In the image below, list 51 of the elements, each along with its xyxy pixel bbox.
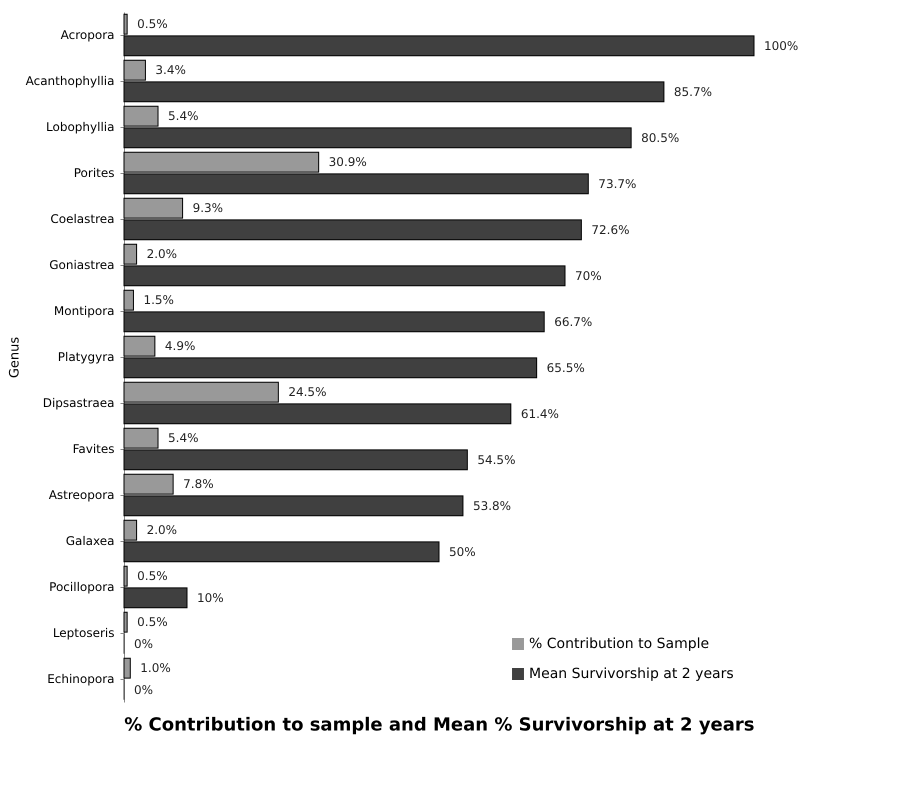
- legend-label: Mean Survivorship at 2 years: [529, 666, 734, 682]
- data-label: 66.7%: [554, 314, 592, 329]
- y-tick-label: Montipora: [54, 304, 114, 318]
- y-tick-label: Platygyra: [58, 350, 114, 364]
- data-label: 50%: [449, 544, 476, 559]
- y-tick-label: Porites: [74, 166, 114, 180]
- data-label: 73.7%: [598, 176, 636, 191]
- y-tick-label: Astreopora: [48, 488, 114, 502]
- data-label: 100%: [764, 38, 798, 53]
- data-label: 0.5%: [137, 17, 168, 32]
- data-label: 30.9%: [328, 155, 367, 170]
- data-label: 1.0%: [140, 661, 171, 676]
- data-label: 0%: [134, 682, 154, 697]
- data-label: 2.0%: [146, 247, 178, 262]
- data-label: 85.7%: [674, 84, 712, 99]
- data-label: 4.9%: [164, 339, 196, 354]
- bar: [124, 658, 131, 679]
- data-label: 72.6%: [591, 222, 630, 237]
- y-tick-label: Goniastrea: [49, 258, 114, 272]
- data-label: 7.8%: [183, 477, 214, 492]
- y-tick-label: Leptoseris: [52, 626, 114, 640]
- y-tick-label: Dipsastraea: [42, 396, 114, 410]
- y-tick-label: Coelastrea: [50, 212, 114, 226]
- data-label: 0.5%: [137, 615, 168, 630]
- y-tick-label: Galaxea: [66, 534, 114, 548]
- data-label: 3.4%: [155, 63, 186, 78]
- y-tick-label: Pocillopora: [49, 580, 114, 594]
- data-label: 70%: [575, 268, 602, 283]
- y-tick-label: Acropora: [60, 28, 114, 42]
- data-label: 80.5%: [641, 130, 680, 145]
- data-label: 0%: [134, 636, 154, 651]
- data-label: 54.5%: [477, 452, 516, 467]
- y-tick-label: Echinopora: [47, 672, 114, 686]
- y-tick-label: Lobophyllia: [46, 120, 114, 134]
- data-label: 2.0%: [146, 523, 178, 538]
- data-label: 65.5%: [546, 360, 585, 375]
- data-label: 53.8%: [472, 498, 512, 513]
- y-tick-label: Favites: [72, 442, 114, 456]
- y-axis-title: Genus: [8, 336, 23, 378]
- legend-label: % Contribution to Sample: [529, 636, 710, 652]
- data-label: 24.5%: [288, 385, 326, 400]
- data-label: 61.4%: [520, 406, 559, 421]
- bar: [124, 612, 128, 633]
- data-label: 1.5%: [143, 293, 174, 308]
- data-label: 0.5%: [137, 569, 168, 584]
- data-label: 9.3%: [192, 201, 224, 216]
- data-label: 10%: [197, 590, 224, 605]
- x-axis-title: % Contribution to sample and Mean % Survivorship at 2 years: [124, 714, 754, 736]
- data-label: 5.4%: [168, 109, 199, 124]
- y-tick-label: Acanthophyllia: [26, 74, 114, 88]
- data-label: 5.4%: [168, 431, 199, 446]
